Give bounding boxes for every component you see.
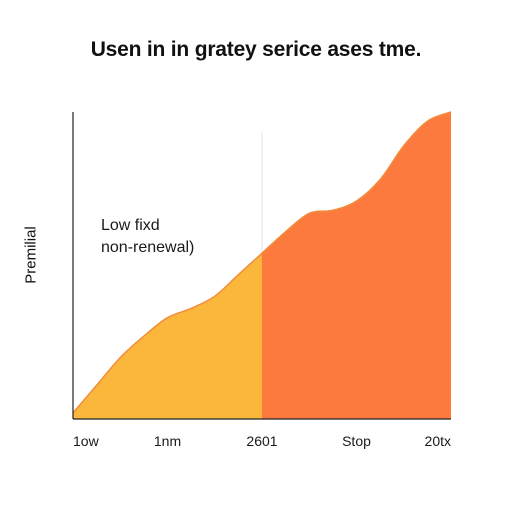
x-tick-label: 1ow <box>73 433 100 449</box>
x-tick-label: Stop <box>342 433 371 449</box>
area-segment-right <box>262 112 451 419</box>
x-tick-label: 2601 <box>246 433 277 449</box>
area-edge-line <box>72 111 452 414</box>
x-tick-label: 1nm <box>154 433 181 449</box>
chart-annotation: Low fixd non-renewal) <box>101 215 194 259</box>
annotation-line-2: non-renewal) <box>101 239 195 256</box>
x-tick-label: 20tx <box>425 433 451 449</box>
area-segment-left <box>73 253 262 419</box>
chart-title: Usen in in gratey serice ases tme. <box>90 38 422 61</box>
annotation-line-1: Low fixd <box>101 217 160 234</box>
